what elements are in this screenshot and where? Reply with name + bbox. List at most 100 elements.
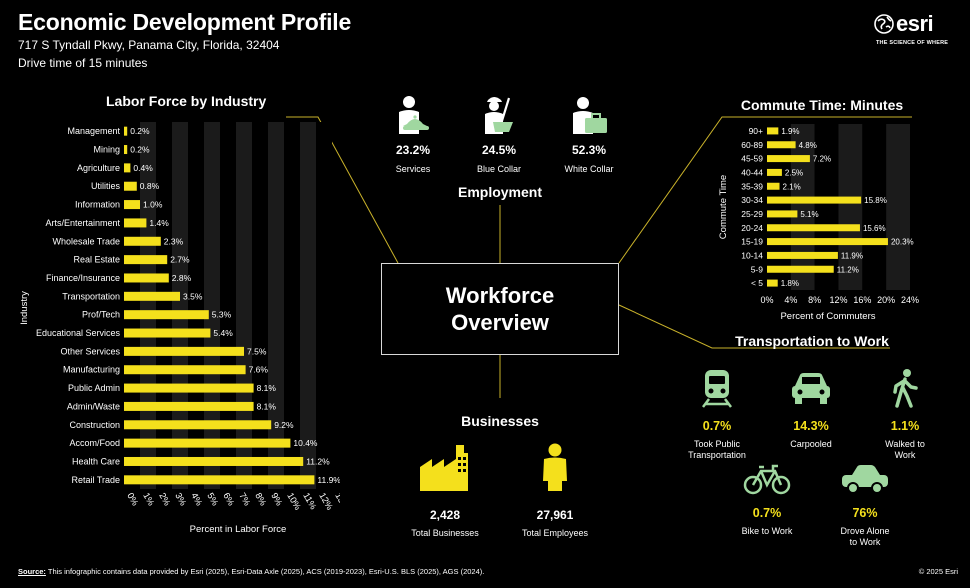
value-label: 8.1% <box>257 401 277 411</box>
tick-label: 9% <box>269 491 284 507</box>
value-label: 10.4% <box>293 438 318 448</box>
connector-transport <box>618 304 890 349</box>
transport-label-line1: Walked to <box>885 439 925 449</box>
category-label: 45-59 <box>741 154 763 164</box>
address: 717 S Tyndall Pkwy, Panama City, Florida… <box>18 38 280 52</box>
globe-icon <box>874 14 894 34</box>
value-label: 15.6% <box>863 224 886 233</box>
category-label: Transportation <box>62 291 120 301</box>
transport-label: Walked to Work <box>866 439 944 461</box>
bar <box>767 196 862 204</box>
value-label: 2.3% <box>164 236 184 246</box>
bar <box>124 291 180 301</box>
car-icon <box>842 465 888 494</box>
employment-panel: 23.2% Services 24.5% Blue Collar 52.3% W… <box>380 94 620 174</box>
employment-value: 52.3% <box>571 143 607 157</box>
tick-label: 20% <box>877 295 895 305</box>
transport-label-line1: Took Public <box>693 439 741 449</box>
businesses-label: Total Businesses <box>411 528 479 538</box>
bar <box>124 255 168 265</box>
value-label: 8.1% <box>257 383 277 393</box>
person-icon <box>543 443 567 491</box>
tick-label: 16% <box>853 295 871 305</box>
employment-value: 24.5% <box>481 143 517 157</box>
transport-public: 0.7% Took Public Transportation <box>678 368 756 461</box>
category-label: Agriculture <box>77 163 120 173</box>
grid-band <box>268 122 284 489</box>
value-label: 2.5% <box>785 168 803 177</box>
train-icon <box>702 370 732 408</box>
logo-tagline: THE SCIENCE OF WHERE <box>876 40 949 46</box>
grid-band <box>790 124 815 290</box>
tick-label: 4% <box>189 491 204 507</box>
bar <box>124 401 254 411</box>
drive-time: Drive time of 15 minutes <box>18 56 148 70</box>
value-label: 5.4% <box>213 328 233 338</box>
tick-label: 13% <box>333 491 340 512</box>
category-label: Arts/Entertainment <box>45 218 120 228</box>
grid-band <box>316 122 332 489</box>
category-label: 15-19 <box>741 237 763 247</box>
value-label: 0.8% <box>140 181 160 191</box>
labor-force-chart: Management 0.2% Mining 0.2% Agriculture 0.4% U… <box>19 122 340 535</box>
category-label: 20-24 <box>741 223 763 233</box>
grid-band <box>172 122 188 489</box>
businesses-value: 2,428 <box>429 508 461 522</box>
category-label: Mining <box>93 145 120 155</box>
x-axis-label: Percent in Labor Force <box>190 524 287 535</box>
value-label: 2.1% <box>783 182 801 191</box>
bar <box>124 420 272 430</box>
category-label: < 5 <box>751 278 763 288</box>
value-label: 0.2% <box>130 126 150 136</box>
grid-band <box>204 122 220 489</box>
bar <box>767 155 810 163</box>
tick-label: 8% <box>808 295 821 305</box>
y-axis-label: Industry <box>19 291 30 325</box>
tick-label: 2% <box>157 491 172 507</box>
category-label: Management <box>67 126 120 136</box>
grid-band <box>188 122 204 489</box>
category-label: Manufacturing <box>63 365 120 375</box>
source-label: Source: <box>18 567 46 576</box>
grid-band <box>156 122 172 489</box>
value-label: 0.4% <box>133 163 153 173</box>
tick-label: 5% <box>205 491 220 507</box>
workforce-overview-box: Workforce Overview <box>381 263 619 355</box>
value-label: 1.4% <box>149 218 169 228</box>
car-icon <box>792 373 830 404</box>
bar <box>124 126 128 136</box>
transport-label-line2: Transportation <box>688 450 746 460</box>
grid-band <box>236 122 252 489</box>
bar <box>124 200 140 210</box>
transport-value: 1.1% <box>890 419 920 433</box>
grid-band <box>838 124 863 290</box>
value-label: 2.8% <box>172 273 192 283</box>
value-label: 0.2% <box>130 145 150 155</box>
value-label: 20.3% <box>891 238 914 247</box>
category-label: Public Admin <box>68 383 120 393</box>
commute-chart: 90+ 1.9% 60-89 4.8% 45-59 7.2% 40-44 2.5% 35-39 2… <box>718 124 919 322</box>
category-label: Wholesale Trade <box>52 236 120 246</box>
transport-label-line2: to Work <box>849 537 881 547</box>
transport-label: Took Public Transportation <box>678 439 756 461</box>
transport-bike: 0.7% Bike to Work <box>728 463 806 537</box>
bar <box>124 346 244 356</box>
page-title: Economic Development Profile <box>18 9 352 35</box>
value-label: 1.9% <box>781 127 799 136</box>
category-label: 35-39 <box>741 181 763 191</box>
category-label: Information <box>75 200 120 210</box>
white-collar-worker-icon <box>573 97 607 134</box>
bar <box>767 238 888 246</box>
bar <box>124 383 254 393</box>
grid-band <box>252 122 268 489</box>
grid-band <box>814 124 839 290</box>
value-label: 5.3% <box>212 310 232 320</box>
value-label: 11.9% <box>841 251 863 260</box>
bar <box>124 310 209 320</box>
transport-label-line1: Carpooled <box>790 439 832 449</box>
category-label: 30-34 <box>741 195 763 205</box>
logo-word: esri <box>896 11 934 36</box>
category-label: Retail Trade <box>71 475 120 485</box>
connector-commute <box>618 116 912 264</box>
transport-value: 0.7% <box>752 506 782 520</box>
